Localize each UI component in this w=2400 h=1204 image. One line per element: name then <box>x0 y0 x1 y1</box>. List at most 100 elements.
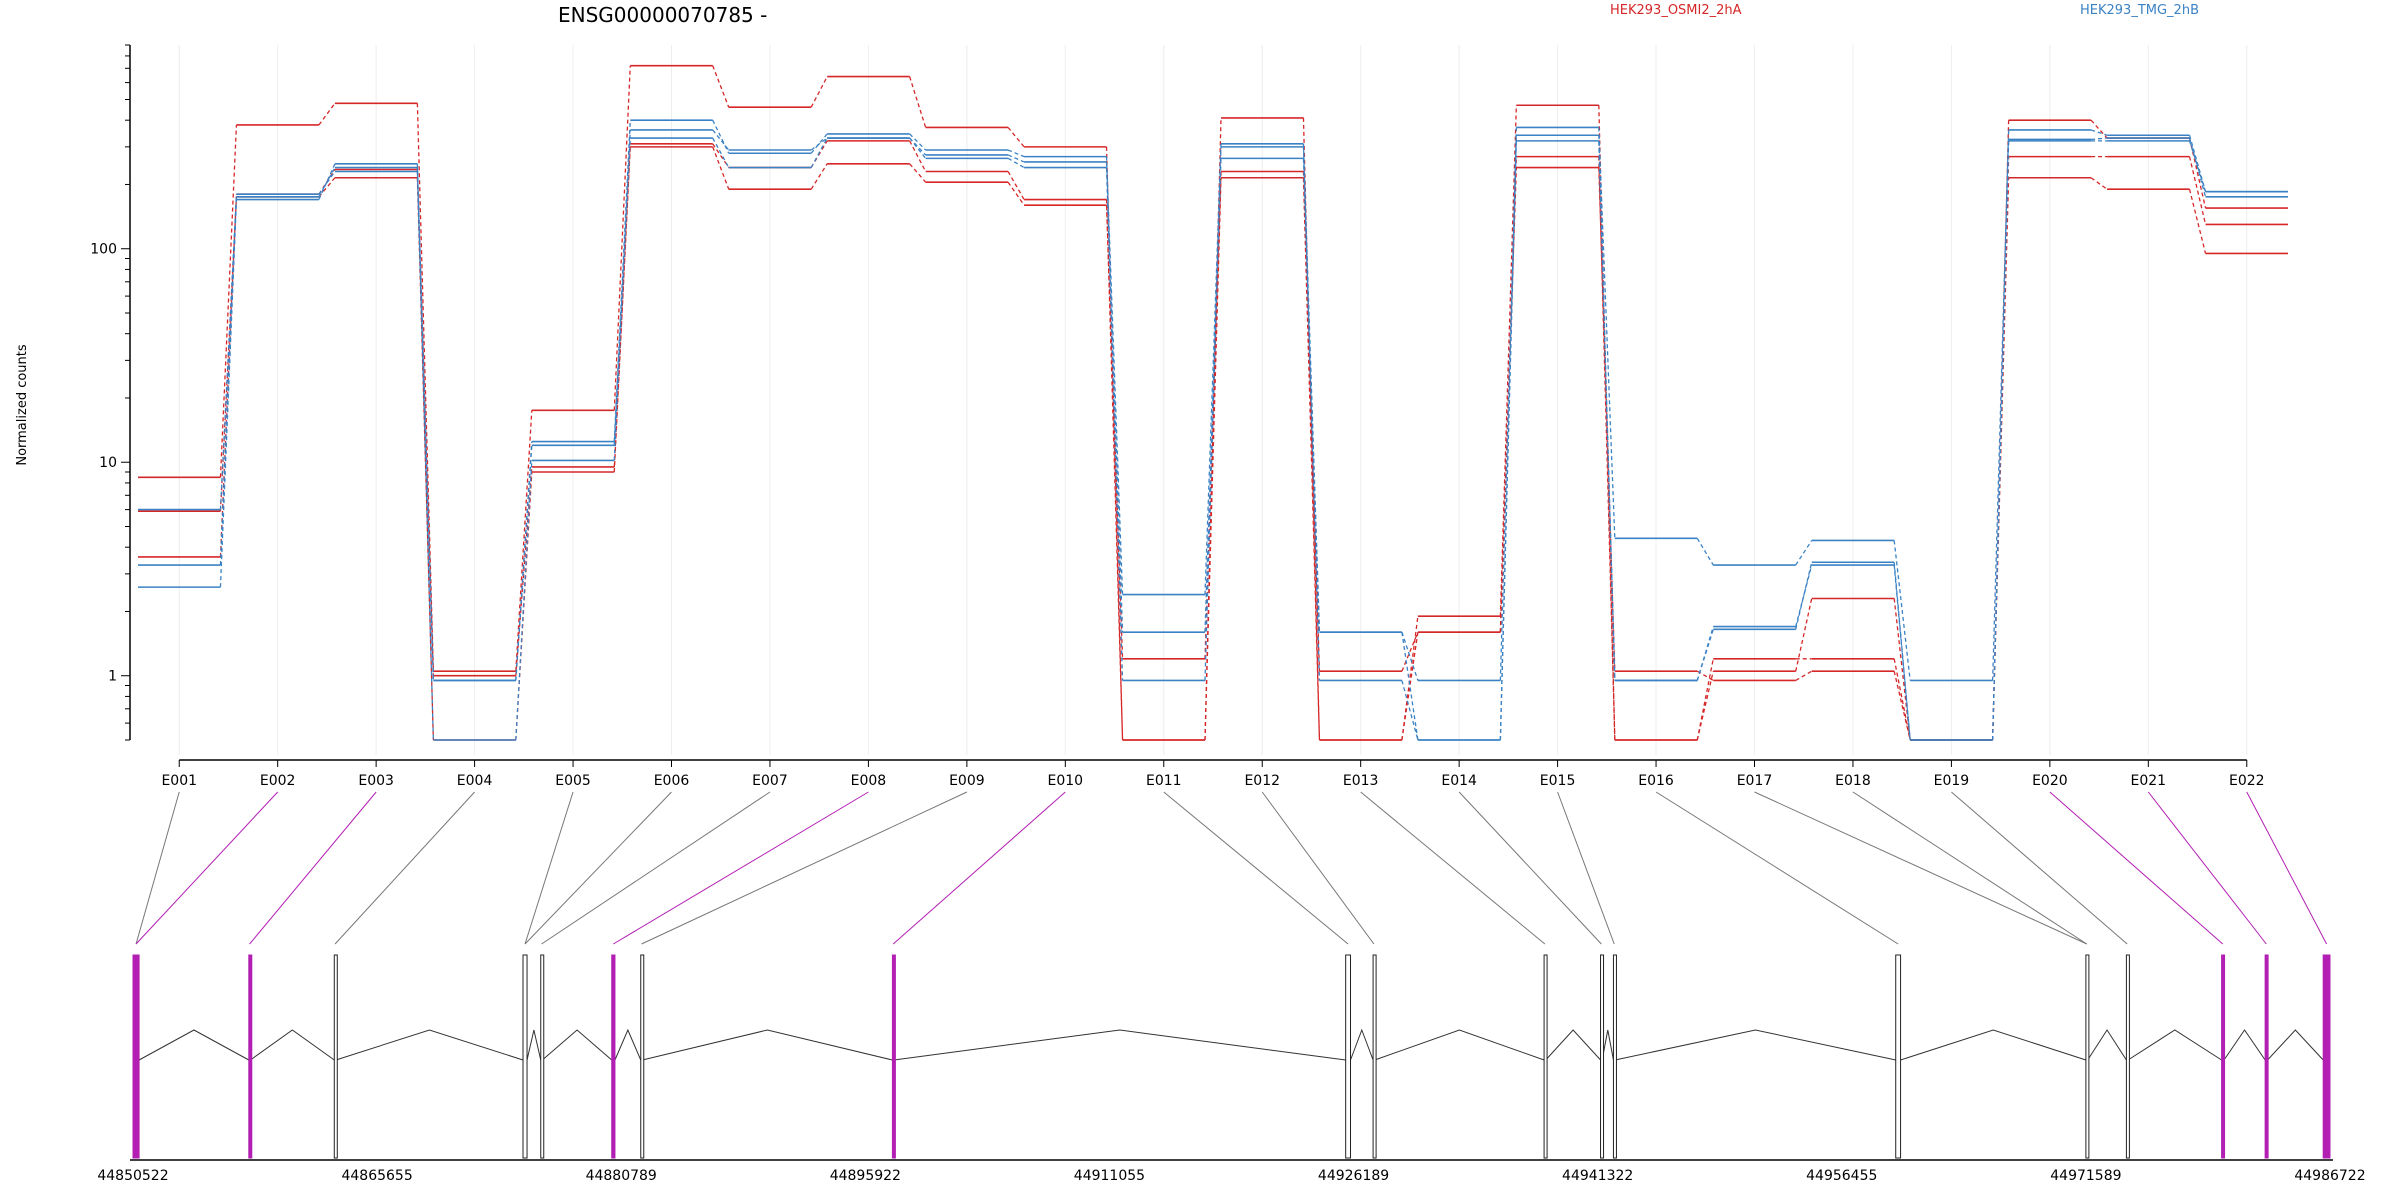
intron <box>542 1029 613 1061</box>
genomic-tick-label: 44926189 <box>1318 1168 1389 1184</box>
series-1-connector <box>1499 105 1518 617</box>
series-5-connector <box>515 460 533 741</box>
series-5-connector <box>810 137 828 151</box>
exon-link-e013 <box>1360 791 1546 945</box>
genomic-tick-label: 44971589 <box>2050 1168 2121 1184</box>
series-4-connector <box>2090 129 2108 136</box>
exon-e005 <box>540 954 545 1159</box>
genomic-tick-label: 44895922 <box>830 1168 901 1184</box>
series-6-connector <box>515 445 533 681</box>
x-tick-label-e010: E010 <box>1048 773 1084 789</box>
legend: HEK293_OSMI2_2hA HEK293_TMG_2hB <box>1610 3 2199 18</box>
exon-e019 <box>2322 954 2331 1159</box>
series-2-connector <box>613 146 631 468</box>
series-1-connector <box>909 76 927 128</box>
exon-link-e005 <box>524 791 574 945</box>
series-1-connector <box>1007 127 1025 148</box>
exon-e003 <box>333 954 338 1159</box>
chart-title: ENSG00000070785 - <box>558 3 767 27</box>
x-tick-label-e022: E022 <box>2229 773 2265 789</box>
series-5-connector <box>1893 562 1911 741</box>
series-3-connector <box>1105 199 1124 741</box>
series-6-connector <box>1204 146 1222 681</box>
x-tick-label-e006: E006 <box>654 773 690 789</box>
series-1-connector <box>515 410 533 672</box>
exon-link-e018 <box>1852 791 2088 945</box>
series-1-connector <box>219 124 238 478</box>
exon-e013 <box>1612 954 1617 1159</box>
exon-e001 <box>132 954 140 1159</box>
exon-e016 <box>2125 954 2130 1159</box>
series-5-connector <box>1007 154 1025 163</box>
exon-link-e010 <box>892 791 1066 945</box>
legend-item-2: HEK293_TMG_2hB <box>2080 3 2199 18</box>
y-tick-label: 10 <box>99 455 117 471</box>
series-5-connector <box>712 129 730 151</box>
series-5-connector <box>1302 158 1321 633</box>
exon-e008 <box>891 954 896 1159</box>
exon-link-e014 <box>1458 791 1602 945</box>
series-6 <box>138 137 2288 741</box>
series-1 <box>138 64 2288 741</box>
series-6-connector <box>318 171 336 195</box>
x-tick-label-e012: E012 <box>1244 773 1280 789</box>
series-2-connector <box>1696 671 1714 741</box>
series-3-connector <box>1204 177 1222 741</box>
intron <box>2127 1029 2222 1061</box>
series-3-connector <box>2090 177 2108 190</box>
exon-link-e004 <box>334 791 475 945</box>
x-tick-label-e001: E001 <box>161 773 197 789</box>
exon-e004 <box>522 954 528 1159</box>
exon-e017 <box>2221 954 2226 1159</box>
series-6-connector <box>1105 167 1124 681</box>
x-tick-label-e009: E009 <box>949 773 985 789</box>
exon-link-e006 <box>524 791 672 945</box>
exon-link-e009 <box>641 791 968 945</box>
exon-link-e017 <box>1754 791 2087 945</box>
x-tick-label-e003: E003 <box>358 773 394 789</box>
series-layer <box>138 64 2288 741</box>
exon-e007 <box>640 954 645 1159</box>
series-3-connector <box>1007 171 1025 200</box>
intron <box>2267 1029 2324 1061</box>
intron <box>1350 1028 1374 1061</box>
x-tick-label-e018: E018 <box>1835 773 1871 789</box>
exon-link-e012 <box>1261 791 1375 945</box>
series-3-connector <box>318 177 336 198</box>
genomic-tick-label: 44865655 <box>341 1168 412 1184</box>
x-tick-label-e014: E014 <box>1441 773 1477 789</box>
exon-link-e001 <box>135 791 180 945</box>
series-4-connector <box>613 120 631 442</box>
intron <box>1545 1029 1601 1061</box>
series-2-connector <box>1598 156 1616 741</box>
gridlines <box>178 45 2248 755</box>
series-6-connector <box>1598 140 1616 681</box>
series-4-connector <box>1105 156 1124 595</box>
series-1-connector <box>810 76 828 108</box>
series-4-connector <box>712 119 730 154</box>
series-2-connector <box>2188 156 2207 225</box>
series-1-connector <box>1401 616 1419 741</box>
y-axis-label: Normalized counts <box>15 344 30 466</box>
intron <box>1900 1029 2087 1061</box>
exon-link-e008 <box>613 791 869 945</box>
x-tick-label-e019: E019 <box>1934 773 1970 789</box>
exon-link-e002 <box>135 791 279 945</box>
series-6-connector <box>219 194 238 510</box>
series-5-connector <box>1401 631 1419 681</box>
x-tick-label-e015: E015 <box>1540 773 1576 789</box>
genomic-tick-label: 44911055 <box>1074 1168 1145 1184</box>
series-6-connector <box>1499 140 1518 741</box>
exon-link-e022 <box>2246 791 2328 945</box>
x-tick-label-e005: E005 <box>555 773 591 789</box>
exon-e012 <box>1600 954 1605 1159</box>
intron <box>1374 1029 1545 1061</box>
x-tick-label-e021: E021 <box>2131 773 2167 789</box>
series-3-connector <box>1795 670 1813 682</box>
series-5-connector <box>219 196 238 566</box>
series-6-connector <box>909 137 927 159</box>
exon-e010 <box>1372 954 1377 1159</box>
series-6-connector <box>1696 626 1714 681</box>
series-6-connector <box>1007 157 1025 169</box>
series-5-connector <box>2188 137 2207 198</box>
